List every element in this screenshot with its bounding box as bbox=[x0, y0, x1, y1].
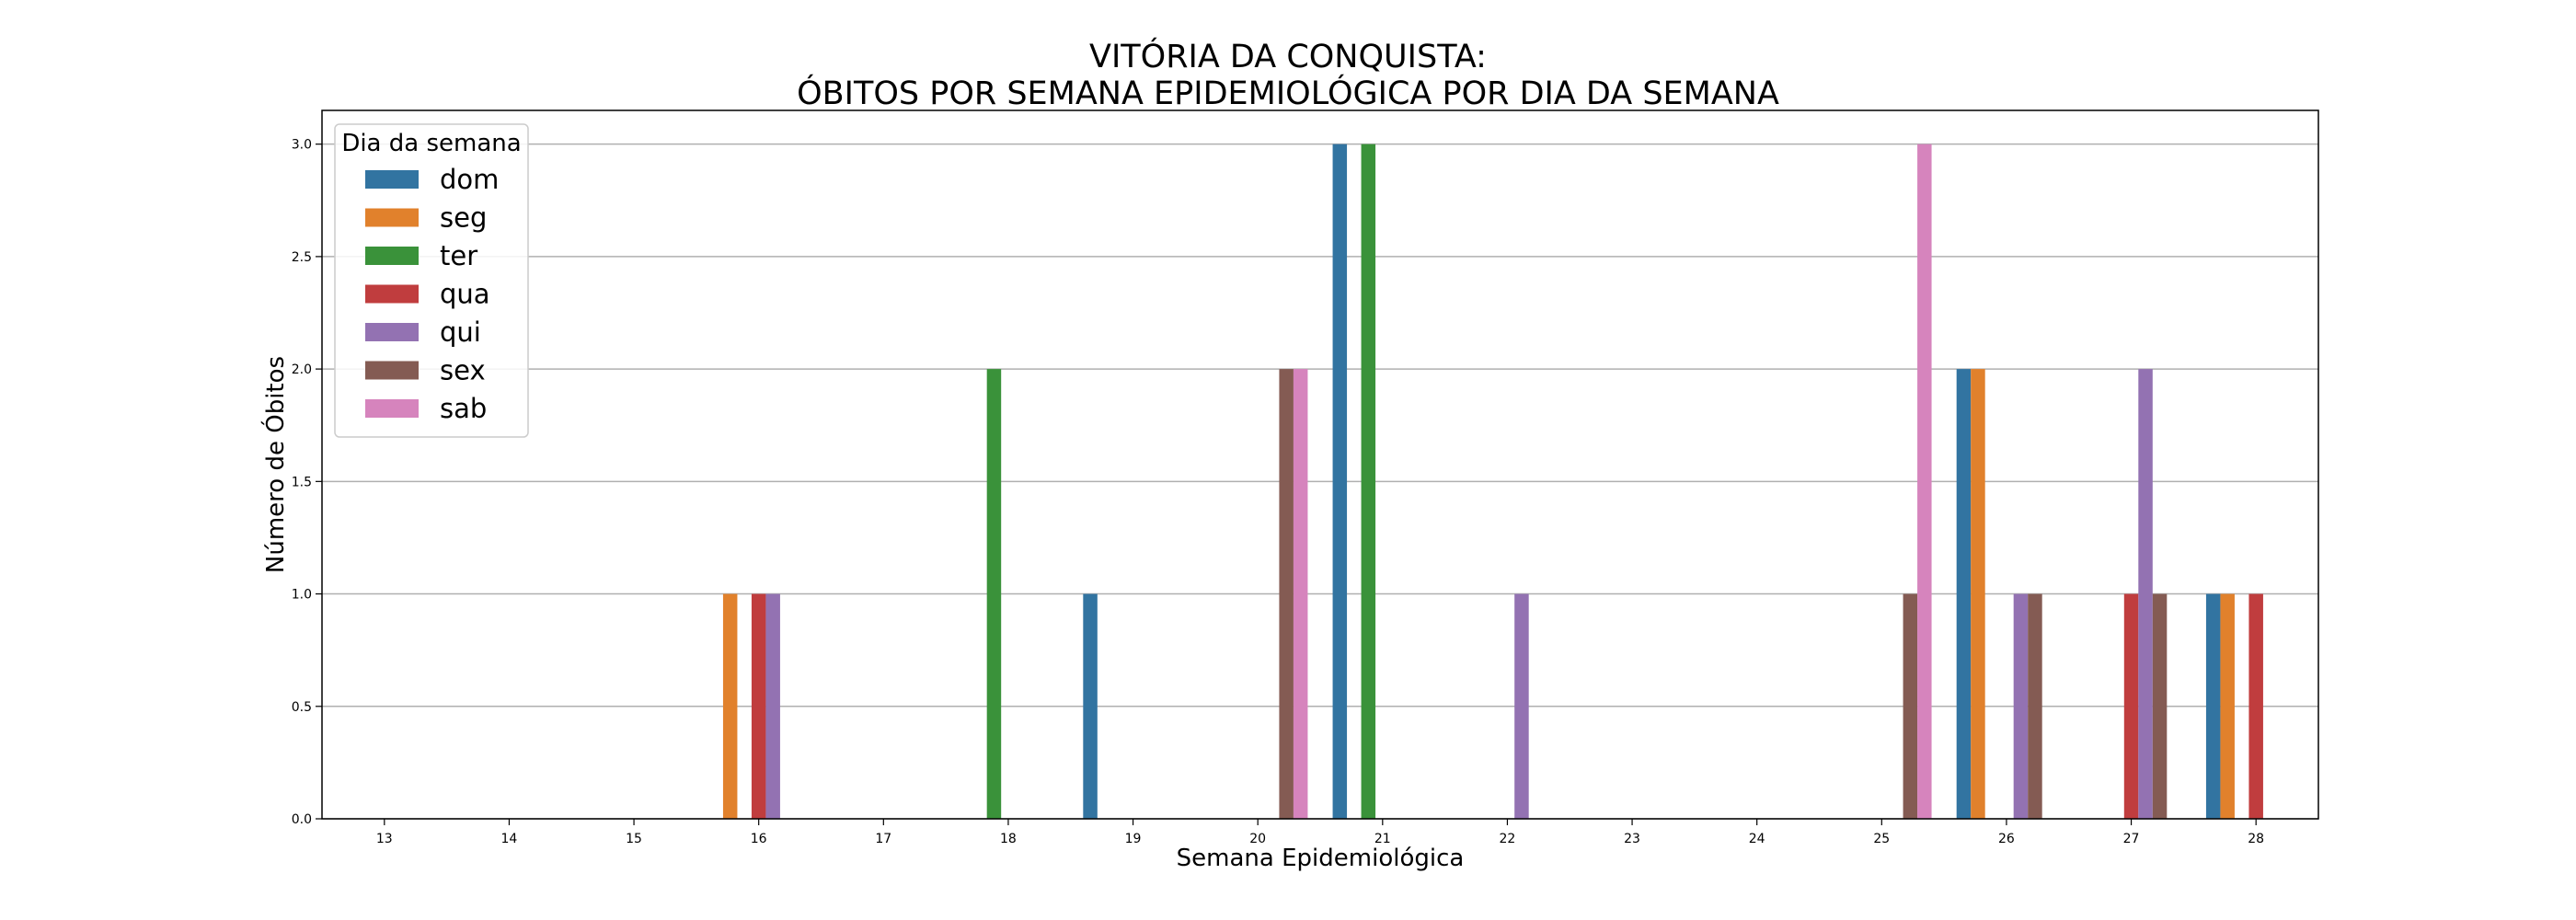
x-tick-label: 19 bbox=[1125, 832, 1142, 846]
legend-swatch-seg bbox=[365, 208, 419, 227]
bar-sab-week-25 bbox=[1917, 144, 1932, 819]
bar-sab-week-20 bbox=[1293, 369, 1308, 819]
legend-box bbox=[334, 123, 529, 438]
legend-swatch-qua bbox=[365, 284, 419, 304]
legend-swatch-ter bbox=[365, 247, 419, 265]
legend-swatch-sex bbox=[365, 361, 419, 380]
chart-title: VITÓRIA DA CONQUISTA: ÓBITOS POR SEMANA … bbox=[797, 37, 1779, 112]
bar-qua-week-16 bbox=[751, 593, 766, 819]
x-tick-label: 14 bbox=[501, 832, 518, 846]
bar-seg-week-16 bbox=[722, 593, 738, 819]
x-tick-label: 20 bbox=[1249, 832, 1266, 846]
bar-seg-week-28 bbox=[2220, 593, 2235, 819]
y-tick-label: 0.5 bbox=[292, 700, 312, 715]
x-tick-label: 21 bbox=[1374, 832, 1391, 846]
legend-label-sab: sab bbox=[440, 393, 487, 424]
legend-label-dom: dom bbox=[440, 164, 499, 195]
legend-label-ter: ter bbox=[440, 240, 477, 271]
x-tick-label: 23 bbox=[1624, 832, 1640, 846]
x-tick-label: 25 bbox=[1873, 832, 1890, 846]
legend-swatch-qui bbox=[365, 323, 419, 341]
bar-dom-week-21 bbox=[1332, 144, 1348, 819]
legend-label-sex: sex bbox=[440, 355, 486, 386]
bars bbox=[722, 144, 2263, 819]
bar-dom-week-28 bbox=[2205, 593, 2221, 819]
x-tick-label: 15 bbox=[626, 832, 642, 846]
y-tick-label: 3.0 bbox=[292, 138, 312, 153]
bar-qui-week-22 bbox=[1514, 593, 1529, 819]
bar-sex-week-27 bbox=[2152, 593, 2168, 819]
y-tick-label: 2.0 bbox=[292, 362, 312, 377]
grid-lines bbox=[322, 143, 2318, 820]
chart-title-line-1: VITÓRIA DA CONQUISTA: bbox=[1089, 37, 1487, 75]
bar-qua-week-28 bbox=[2248, 593, 2263, 819]
bar-dom-week-26 bbox=[1956, 369, 1972, 819]
x-tick-label: 18 bbox=[1000, 832, 1017, 846]
y-tick-label: 1.5 bbox=[292, 475, 312, 489]
y-tick-label: 0.0 bbox=[292, 812, 312, 827]
bar-qui-week-27 bbox=[2138, 369, 2153, 819]
legend-label-seg: seg bbox=[440, 202, 487, 234]
bar-ter-week-18 bbox=[986, 369, 1002, 819]
plot-area-frame bbox=[321, 109, 2319, 820]
bar-sex-week-20 bbox=[1279, 369, 1294, 819]
bar-qui-week-16 bbox=[765, 593, 780, 819]
x-tick-label: 17 bbox=[875, 832, 891, 846]
y-axis-ticks: 0.0 0.5 1.0 1.5 2.0 2.5 3.0 bbox=[292, 138, 322, 827]
bar-ter-week-21 bbox=[1361, 144, 1376, 819]
x-axis-label: Semana Epidemiológica bbox=[1177, 845, 1465, 872]
legend-swatch-dom bbox=[365, 170, 419, 189]
legend-label-qui: qui bbox=[440, 316, 481, 348]
x-tick-label: 24 bbox=[1749, 832, 1765, 846]
x-tick-label: 27 bbox=[2123, 832, 2140, 846]
legend: Dia da semana dom seg ter qua qui sex sab bbox=[334, 123, 529, 438]
x-tick-label: 28 bbox=[2248, 832, 2264, 846]
legend-swatch-sab bbox=[365, 399, 419, 418]
bar-qua-week-27 bbox=[2123, 593, 2139, 819]
x-tick-label: 26 bbox=[1998, 832, 2015, 846]
y-axis-label: Número de Óbitos bbox=[260, 356, 290, 573]
bar-sex-week-26 bbox=[2028, 593, 2042, 819]
y-tick-label: 1.0 bbox=[292, 588, 312, 603]
bar-seg-week-26 bbox=[1971, 369, 1985, 819]
bar-sex-week-25 bbox=[1903, 593, 1918, 819]
x-axis-ticks: 13 14 15 16 17 18 19 20 21 22 23 24 25 26 27 28 bbox=[376, 819, 2264, 846]
legend-title: Dia da semana bbox=[341, 130, 521, 157]
legend-label-qua: qua bbox=[440, 279, 490, 310]
x-tick-label: 22 bbox=[1500, 832, 1516, 846]
bar-dom-week-19 bbox=[1083, 593, 1098, 819]
x-tick-label: 16 bbox=[751, 832, 767, 846]
bar-qui-week-26 bbox=[2013, 593, 2029, 819]
x-tick-label: 13 bbox=[376, 832, 393, 846]
chart-title-line-2: ÓBITOS POR SEMANA EPIDEMIOLÓGICA POR DIA… bbox=[797, 74, 1779, 112]
y-tick-label: 2.5 bbox=[292, 250, 312, 265]
